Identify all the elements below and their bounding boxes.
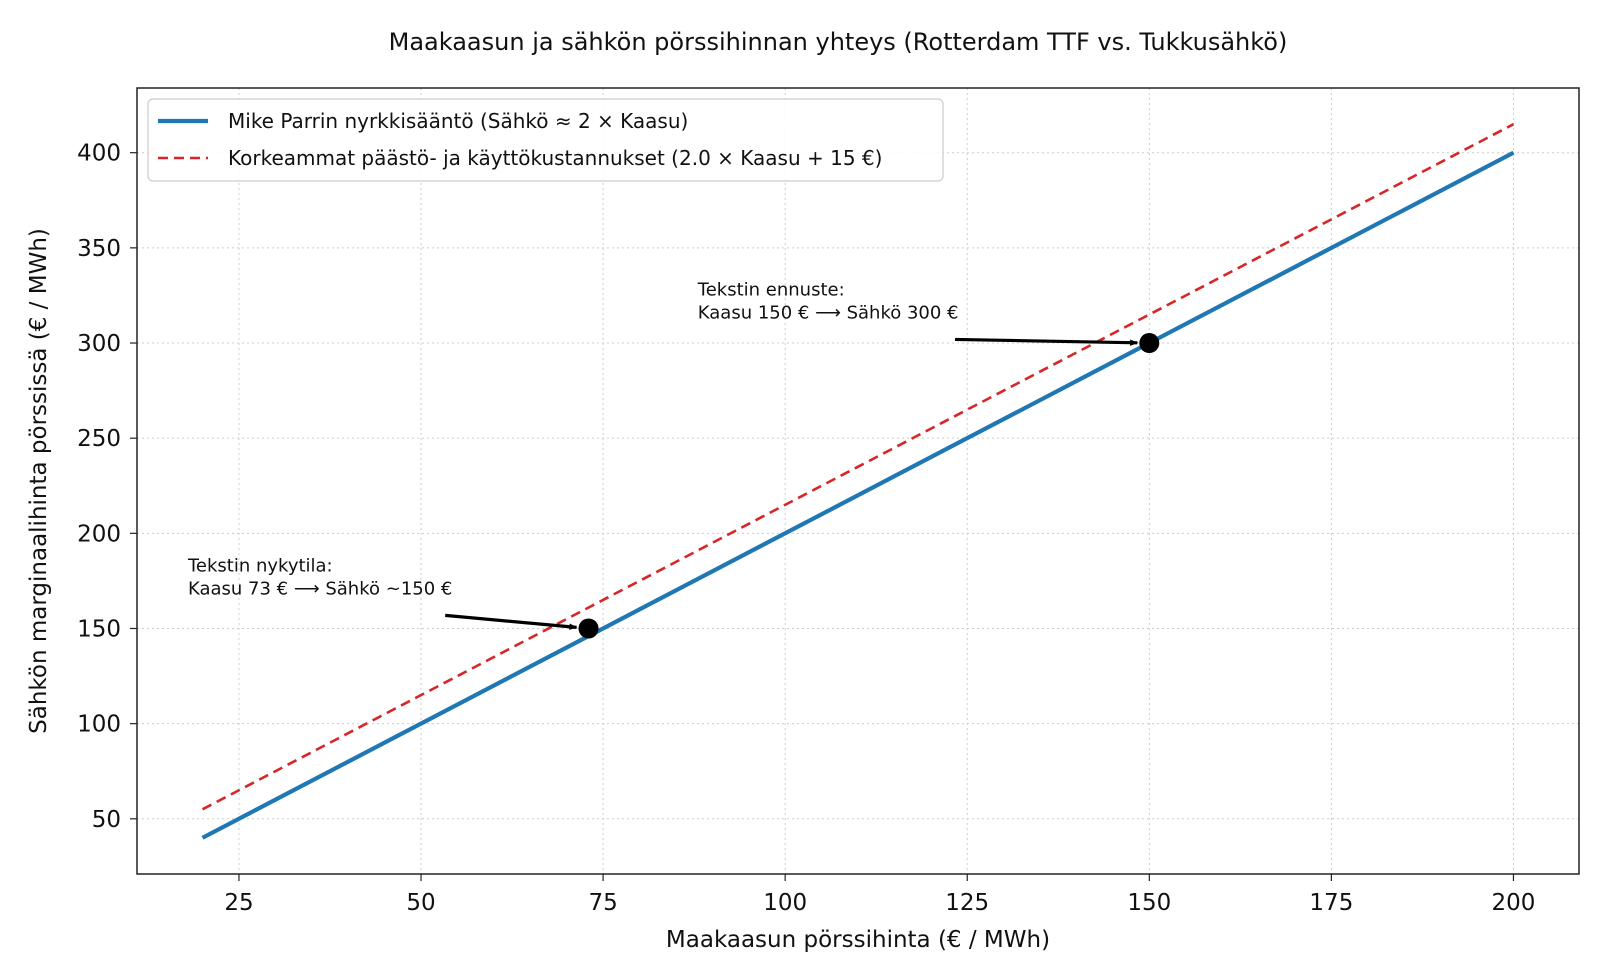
legend-label: Mike Parrin nyrkkisääntö (Sähkö ≈ 2 × Ka… [228,109,688,133]
highlight-point [578,618,599,639]
legend: Mike Parrin nyrkkisääntö (Sähkö ≈ 2 × Ka… [147,98,944,182]
x-tick-label: 125 [945,890,989,916]
y-tick-label: 100 [77,712,121,738]
x-tick-label: 175 [1309,890,1353,916]
annotation-arrow [954,337,1139,346]
y-tick-label: 300 [77,331,121,357]
y-axis-ticks: 50 100 150 200 250 300 350 400 [77,141,137,833]
plot-frame [136,87,1580,875]
y-tick-label: 400 [77,141,121,167]
y-tick-label: 250 [77,426,121,452]
grid [137,88,1579,874]
points-layer [578,333,1160,639]
x-axis-label: Maakaasun pörssihinta (€ / MWh) [666,927,1050,953]
y-tick-label: 150 [77,616,121,642]
annotation: Tekstin nykytila:Kaasu 73 € ⟶ Sähkö ~150… [187,555,578,630]
x-axis-ticks: 25 50 75 100 125 150 175 200 [224,874,1535,916]
y-tick-label: 200 [77,521,121,547]
series-layer [201,123,1515,840]
y-tick-label: 350 [77,236,121,262]
x-tick-label: 25 [224,890,253,916]
annotation: Tekstin ennuste:Kaasu 150 € ⟶ Sähkö 300 … [697,279,1139,346]
annotation-text-line: Kaasu 150 € ⟶ Sähkö 300 € [698,302,959,323]
x-tick-label: 200 [1492,890,1536,916]
y-axis-label: Sähkön marginaalihinta pörssissä (€ / MW… [26,228,52,734]
x-tick-label: 150 [1127,890,1171,916]
x-tick-label: 50 [406,890,435,916]
y-tick-label: 50 [92,807,121,833]
series-line-costs [201,123,1515,811]
legend-label: Korkeammat päästö- ja käyttökustannukset… [228,146,882,170]
x-tick-label: 75 [588,890,617,916]
series-line-rule [201,150,1515,840]
x-tick-label: 100 [763,890,807,916]
annotation-arrow [445,613,578,630]
legend-box [147,98,944,182]
annotation-text-line: Kaasu 73 € ⟶ Sähkö ~150 € [188,578,452,599]
annotations-layer: Tekstin nykytila:Kaasu 73 € ⟶ Sähkö ~150… [187,279,1139,630]
chart-title: Maakaasun ja sähkön pörssihinnan yhteys … [389,28,1288,56]
annotation-text-line: Tekstin ennuste: [697,279,845,300]
annotation-text-line: Tekstin nykytila: [187,555,333,576]
highlight-point [1139,333,1160,354]
